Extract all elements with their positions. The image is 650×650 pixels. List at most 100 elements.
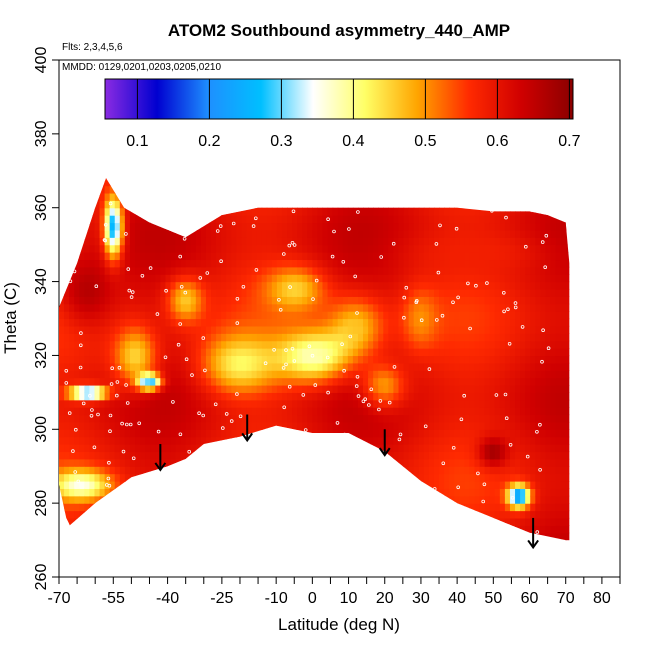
heatmap-cell (200, 429, 207, 438)
heatmap-cell (160, 274, 167, 283)
heatmap-cell (525, 444, 531, 453)
heatmap-cell (530, 444, 536, 453)
heatmap-cell (433, 377, 440, 386)
heatmap-cell (383, 362, 389, 371)
heatmap-cell (428, 451, 435, 460)
heatmap-cell (403, 407, 410, 416)
heatmap-cell (79, 325, 85, 334)
heatmap-cell (307, 237, 313, 246)
heatmap-cell (352, 244, 359, 253)
heatmap-cell (211, 296, 217, 305)
heatmap-cell (150, 421, 156, 430)
heatmap-cell (135, 311, 141, 320)
heatmap-cell (352, 207, 359, 216)
heatmap-cell (145, 281, 151, 290)
heatmap-cell (256, 215, 263, 224)
heatmap-cell (545, 362, 552, 371)
heatmap-cell (398, 384, 405, 393)
heatmap-cell (231, 266, 237, 275)
heatmap-cell (74, 325, 80, 334)
heatmap-cell (474, 325, 481, 334)
heatmap-cell (474, 274, 481, 283)
heatmap-cell (550, 510, 557, 519)
heatmap-cell (515, 237, 521, 246)
heatmap-cell (241, 318, 248, 327)
heatmap-cell (484, 215, 491, 224)
heatmap-cell (302, 259, 308, 268)
heatmap-cell (469, 495, 476, 504)
heatmap-cell (170, 288, 177, 297)
heatmap-cell (454, 480, 460, 489)
heatmap-cell (459, 281, 465, 290)
heatmap-cell (484, 451, 491, 460)
heatmap-cell (454, 392, 460, 401)
heatmap-cell (104, 392, 111, 401)
heatmap-cell (494, 384, 501, 393)
heatmap-cell (530, 244, 536, 253)
heatmap-cell (439, 222, 445, 231)
heatmap-cell (398, 325, 405, 334)
heatmap-cell (383, 414, 389, 423)
heatmap-cell (479, 311, 486, 320)
heatmap-cell (525, 318, 531, 327)
heatmap-cell (69, 303, 75, 312)
heatmap-cell (129, 325, 136, 334)
heatmap-cell (489, 252, 496, 261)
heatmap-cell (129, 399, 136, 408)
heatmap-cell (84, 362, 91, 371)
heatmap-cell (509, 377, 516, 386)
heatmap-cell (368, 296, 374, 305)
heatmap-cell (135, 259, 141, 268)
heatmap-cell (160, 355, 167, 364)
heatmap-cell (327, 348, 334, 357)
heatmap-cell (236, 392, 243, 401)
heatmap-cell (216, 355, 222, 364)
heatmap-cell (352, 252, 359, 261)
heatmap-cell (119, 370, 126, 379)
heatmap-cell (124, 362, 131, 371)
heatmap-cell (135, 281, 141, 290)
heatmap-cell (74, 473, 80, 482)
heatmap-cell (363, 429, 369, 438)
heatmap-cell (373, 399, 379, 408)
heatmap-cell (307, 259, 313, 268)
heatmap-cell (114, 444, 121, 453)
heatmap-cell (195, 399, 202, 408)
heatmap-cell (84, 451, 91, 460)
heatmap-cell (525, 274, 531, 283)
heatmap-cell (185, 384, 192, 393)
heatmap-cell (200, 407, 207, 416)
heatmap-cell (433, 392, 440, 401)
heatmap-cell (89, 215, 96, 224)
heatmap-cell (89, 325, 96, 334)
heatmap-cell (79, 266, 85, 275)
heatmap-cell (271, 370, 278, 379)
heatmap-cell (160, 281, 167, 290)
heatmap-cell (550, 215, 557, 224)
heatmap-cell (509, 488, 516, 497)
heatmap-cell (266, 370, 273, 379)
heatmap-cell (479, 414, 486, 423)
heatmap-cell (418, 259, 425, 268)
heatmap-cell (408, 436, 415, 445)
heatmap-cell (322, 266, 329, 275)
heatmap-cell (221, 355, 227, 364)
heatmap-cell (104, 252, 111, 261)
heatmap-cell (69, 311, 75, 320)
heatmap-cell (489, 288, 496, 297)
heatmap-cell (312, 259, 319, 268)
heatmap-cell (195, 318, 202, 327)
heatmap-cell (84, 318, 91, 327)
heatmap-cell (271, 266, 278, 275)
heatmap-cell (504, 252, 511, 261)
heatmap-cell (439, 466, 445, 475)
heatmap-cell (474, 207, 481, 216)
heatmap-cell (251, 384, 258, 393)
heatmap-cell (423, 274, 430, 283)
heatmap-cell (271, 259, 278, 268)
heatmap-cell (79, 429, 85, 438)
heatmap-cell (79, 488, 85, 497)
heatmap-cell (221, 325, 227, 334)
heatmap-cell (454, 266, 460, 275)
heatmap-cell (94, 407, 101, 416)
